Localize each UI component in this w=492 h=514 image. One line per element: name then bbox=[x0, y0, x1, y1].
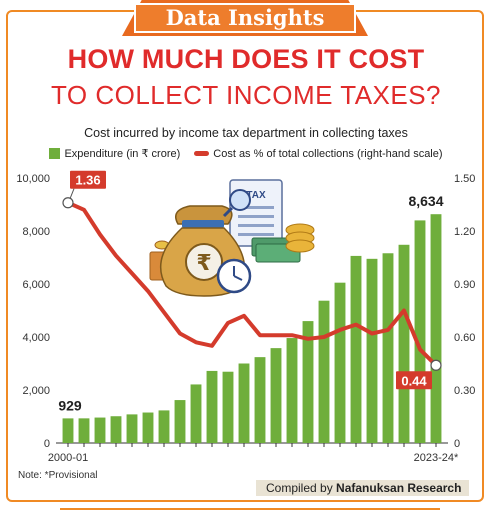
footnote: Note: *Provisional bbox=[18, 470, 98, 481]
banner-box bbox=[134, 3, 356, 33]
rupee-symbol: ₹ bbox=[196, 251, 211, 276]
tax-form-label: TAX bbox=[246, 190, 266, 201]
tax-form-line bbox=[238, 224, 274, 227]
credit-source: Nafanuksan Research bbox=[336, 481, 462, 495]
bar bbox=[350, 255, 362, 443]
callout-label-last: 0.44 bbox=[401, 373, 427, 388]
bar bbox=[382, 253, 394, 443]
line-end-marker bbox=[430, 359, 442, 371]
bar bbox=[238, 363, 250, 443]
bar bbox=[286, 338, 298, 443]
tax-form-line bbox=[238, 233, 274, 236]
bar bbox=[430, 214, 442, 443]
magnifier-icon bbox=[229, 189, 251, 211]
bar bbox=[190, 384, 202, 443]
bar bbox=[110, 416, 122, 443]
bottom-rule bbox=[60, 508, 440, 510]
left-tick-label: 0 bbox=[44, 438, 50, 450]
right-tick-label: 0.30 bbox=[454, 385, 475, 397]
bar bbox=[174, 400, 186, 443]
bar bbox=[334, 282, 346, 443]
bar bbox=[126, 414, 138, 443]
data-label-last-bar: 8,634 bbox=[408, 193, 443, 209]
credit-prefix: Compiled by bbox=[266, 481, 337, 495]
right-tick-label: 1.20 bbox=[454, 226, 475, 238]
bar bbox=[94, 417, 106, 443]
bar bbox=[222, 371, 234, 443]
callout-label-first: 1.36 bbox=[75, 173, 100, 188]
tax-form-line bbox=[238, 206, 274, 209]
right-tick-label: 0 bbox=[454, 438, 460, 450]
legend-label-cost-percent: Cost as % of total collections (right-ha… bbox=[213, 147, 443, 160]
right-tick-label: 0.60 bbox=[454, 332, 475, 344]
cost-percent-line bbox=[66, 200, 438, 368]
headline-line-2: TO COLLECT INCOME TAXES? bbox=[50, 80, 442, 110]
bar bbox=[158, 410, 170, 443]
source-credit: Compiled by Nafanuksan Research bbox=[256, 480, 469, 496]
bar bbox=[318, 300, 330, 443]
bar bbox=[398, 244, 410, 443]
magnifier-handle bbox=[222, 206, 234, 218]
money-bag-tie bbox=[182, 220, 224, 228]
bar bbox=[78, 418, 90, 443]
chart-title: Cost incurred by income tax department i… bbox=[84, 126, 408, 140]
money-bag-illustration-icon: TAX ₹ bbox=[149, 179, 315, 297]
combo-chart: 0 2,000 4,000 6,000 8,000 10,000 0 0.30 0.60 0.90… bbox=[16, 170, 475, 464]
bar bbox=[62, 418, 74, 443]
right-tick-label: 1.50 bbox=[454, 173, 475, 185]
legend-swatch-line bbox=[194, 151, 210, 156]
bar bbox=[414, 220, 426, 443]
callout-box-first bbox=[70, 170, 106, 189]
left-tick-label: 6,000 bbox=[22, 279, 50, 291]
bar bbox=[302, 321, 314, 443]
left-tick-label: 4,000 bbox=[22, 332, 50, 344]
bar bbox=[270, 348, 282, 443]
legend-swatch-bar bbox=[49, 148, 61, 159]
bar bbox=[366, 258, 378, 443]
banner-label: Data Insights bbox=[165, 5, 325, 30]
legend-label-expenditure: Expenditure (in ₹ crore) bbox=[64, 148, 181, 160]
bar bbox=[254, 357, 266, 443]
legend-item-expenditure: Expenditure (in ₹ crore) bbox=[49, 147, 180, 160]
data-label-first-bar: 929 bbox=[58, 397, 82, 413]
left-tick-label: 10,000 bbox=[16, 173, 50, 185]
callout-box-last bbox=[396, 371, 432, 390]
legend-item-cost-percent: Cost as % of total collections (right-ha… bbox=[194, 147, 443, 160]
right-tick-label: 0.90 bbox=[454, 279, 475, 291]
left-tick-label: 2,000 bbox=[22, 385, 50, 397]
callout-leader-first bbox=[69, 188, 75, 199]
line-start-marker bbox=[62, 197, 74, 209]
bar bbox=[206, 370, 218, 443]
x-tick-label-last: 2023-24* bbox=[414, 452, 459, 464]
tax-form-line bbox=[238, 215, 274, 218]
bar bbox=[142, 412, 154, 443]
coin-stack-icon-3 bbox=[285, 239, 315, 253]
x-tick-label-first: 2000-01 bbox=[48, 452, 88, 464]
money-bag-neck bbox=[175, 205, 233, 225]
rupee-emblem bbox=[185, 243, 223, 281]
headline-line-1: HOW MUCH DOES IT COST bbox=[67, 44, 425, 74]
clock-hand-hour bbox=[233, 275, 243, 281]
left-tick-label: 8,000 bbox=[22, 226, 50, 238]
legend: Expenditure (in ₹ crore) Cost as % of to… bbox=[0, 147, 492, 160]
